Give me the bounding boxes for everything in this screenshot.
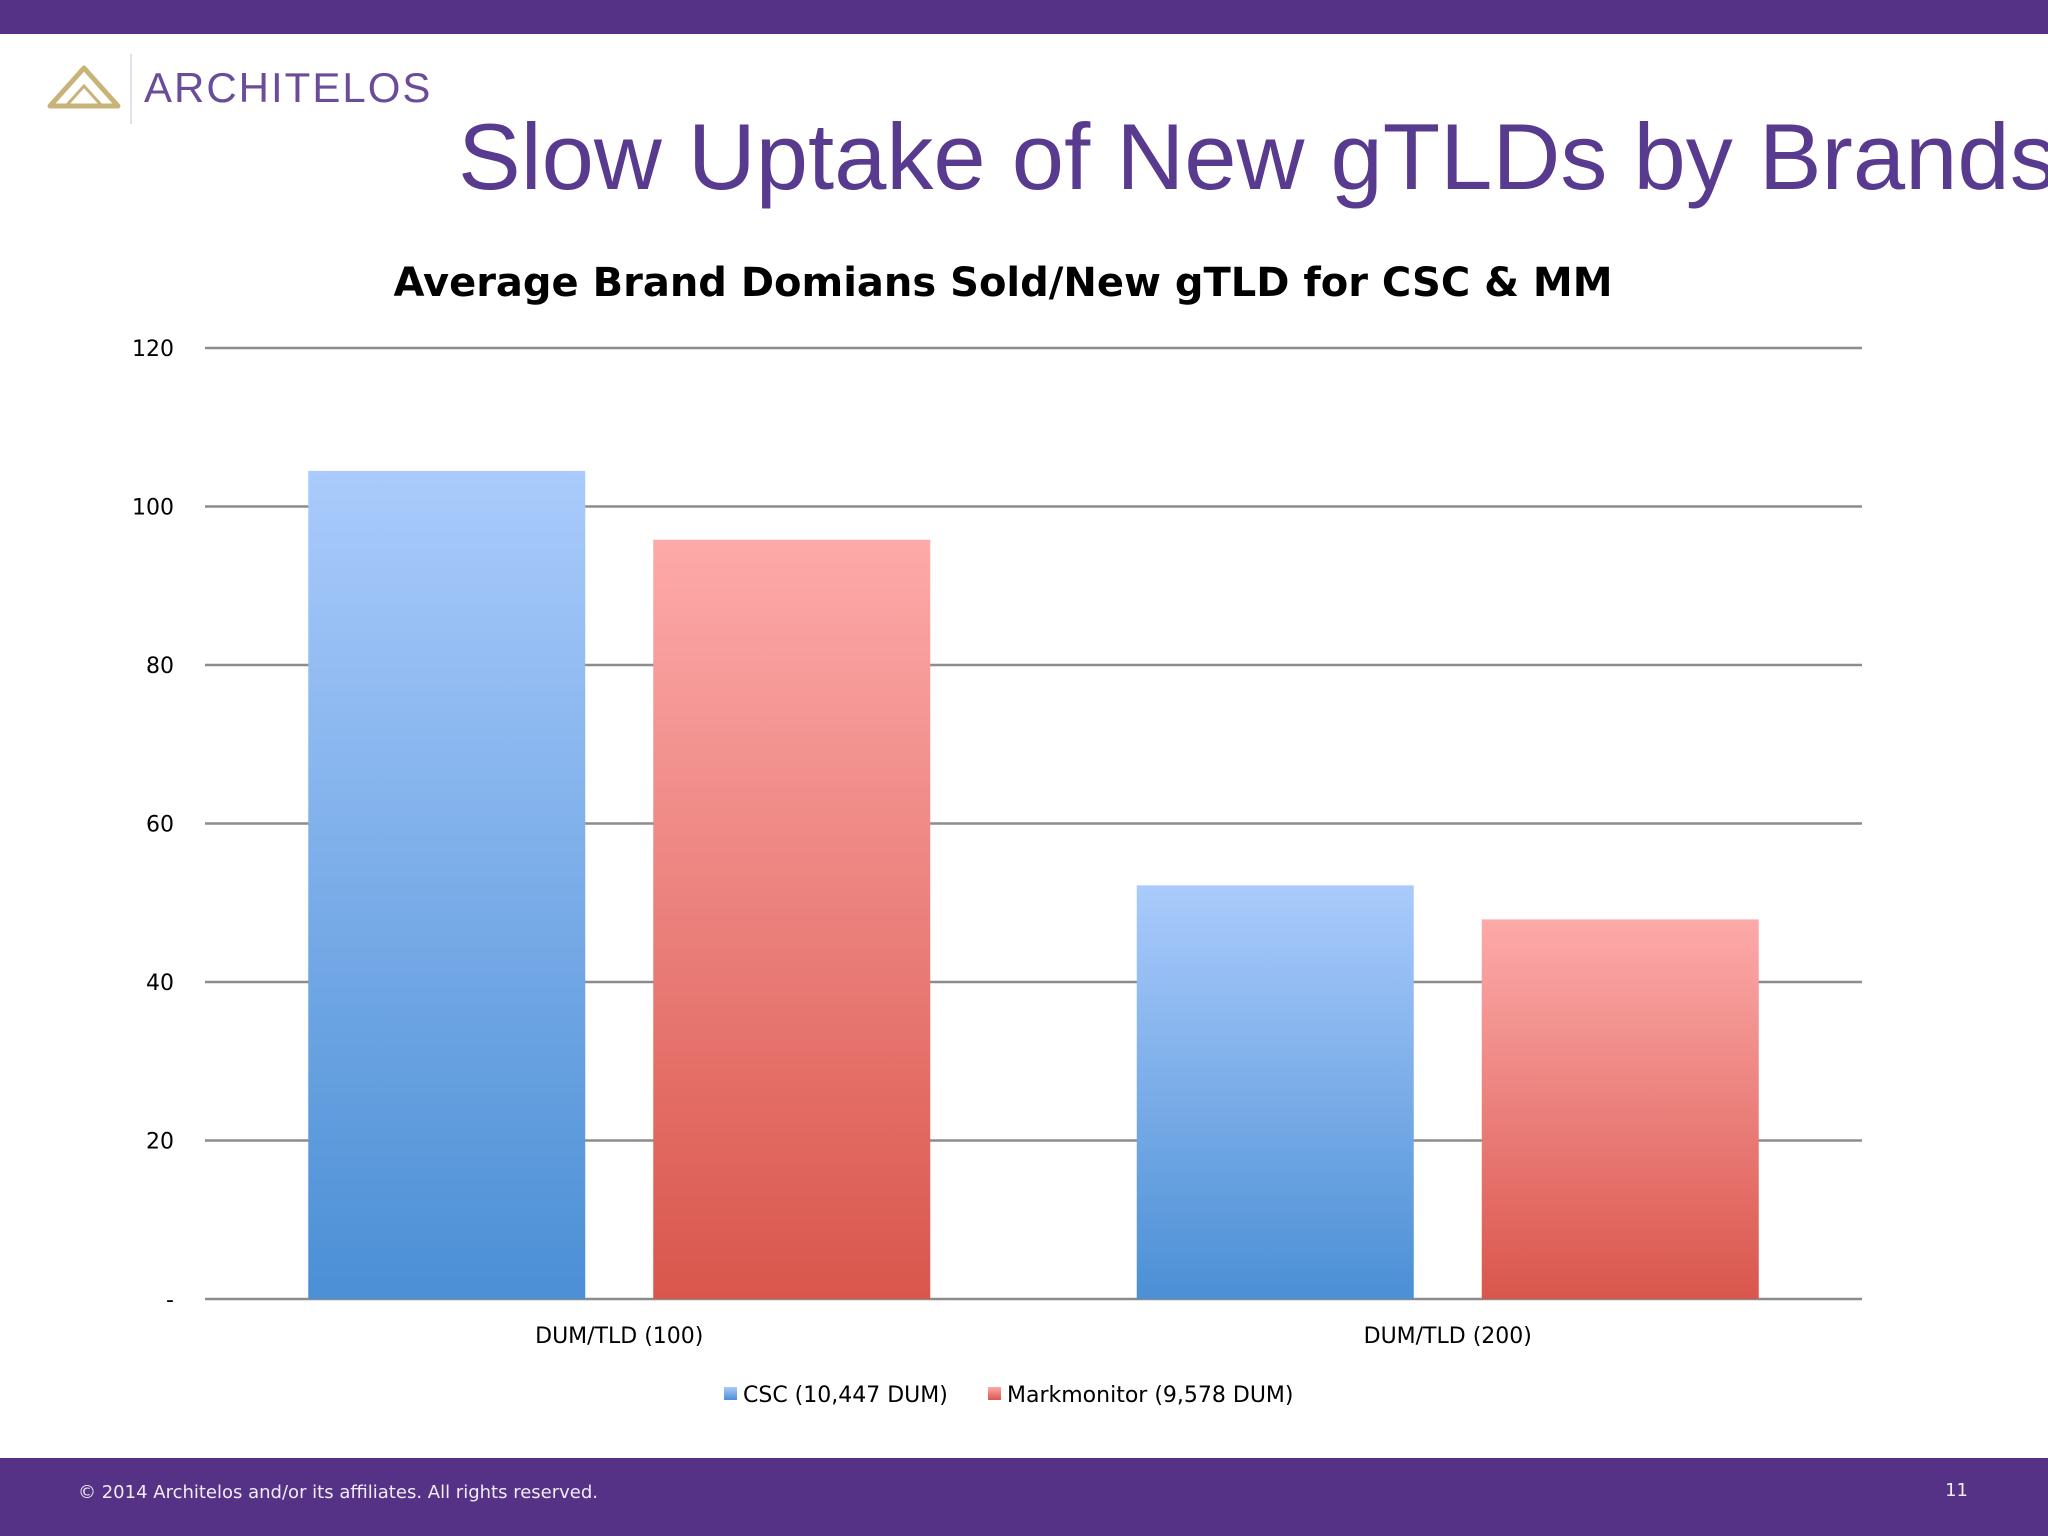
top-brand-band bbox=[0, 0, 2048, 34]
logo-text: ARCHITELOS bbox=[144, 64, 433, 111]
bars bbox=[308, 470, 1759, 1299]
legend-swatch bbox=[724, 1387, 737, 1400]
bar-csc bbox=[308, 470, 586, 1299]
bar-markmonitor bbox=[1481, 919, 1759, 1299]
slide-title: Slow Uptake of New gTLDs by Brands bbox=[458, 104, 2048, 209]
legend-swatch bbox=[988, 1387, 1001, 1400]
bottom-brand-band bbox=[0, 1458, 2048, 1536]
bar-chart: Average Brand Domians Sold/New gTLD for … bbox=[132, 260, 1862, 1408]
logo-triangle-icon bbox=[47, 65, 121, 109]
y-tick-label: 100 bbox=[132, 496, 174, 521]
x-axis-category-labels: DUM/TLD (100) DUM/TLD (200) bbox=[535, 1324, 1532, 1349]
chart-title: Average Brand Domians Sold/New gTLD for … bbox=[393, 260, 1612, 306]
architelos-logo: ARCHITELOS bbox=[46, 54, 446, 124]
bar-markmonitor bbox=[653, 539, 931, 1299]
x-category-label: DUM/TLD (200) bbox=[1364, 1324, 1532, 1349]
copyright-footer: © 2014 Architelos and/or its affiliates.… bbox=[78, 1482, 598, 1503]
x-category-label: DUM/TLD (100) bbox=[535, 1324, 703, 1349]
legend: CSC (10,447 DUM) Markmonitor (9,578 DUM) bbox=[724, 1383, 1293, 1408]
y-tick-label: - bbox=[166, 1288, 174, 1313]
page-number: 11 bbox=[1945, 1480, 1968, 1501]
y-tick-label: 60 bbox=[146, 813, 174, 838]
y-tick-label: 120 bbox=[132, 337, 174, 362]
bar-csc bbox=[1136, 885, 1414, 1299]
y-tick-label: 20 bbox=[146, 1130, 174, 1155]
logo-divider bbox=[130, 54, 132, 124]
y-tick-label: 80 bbox=[146, 654, 174, 679]
legend-label: CSC (10,447 DUM) bbox=[743, 1383, 948, 1408]
y-axis-tick-labels: - 20 40 60 80 100 120 bbox=[132, 337, 174, 1313]
legend-label: Markmonitor (9,578 DUM) bbox=[1007, 1383, 1293, 1408]
y-tick-label: 40 bbox=[146, 971, 174, 996]
